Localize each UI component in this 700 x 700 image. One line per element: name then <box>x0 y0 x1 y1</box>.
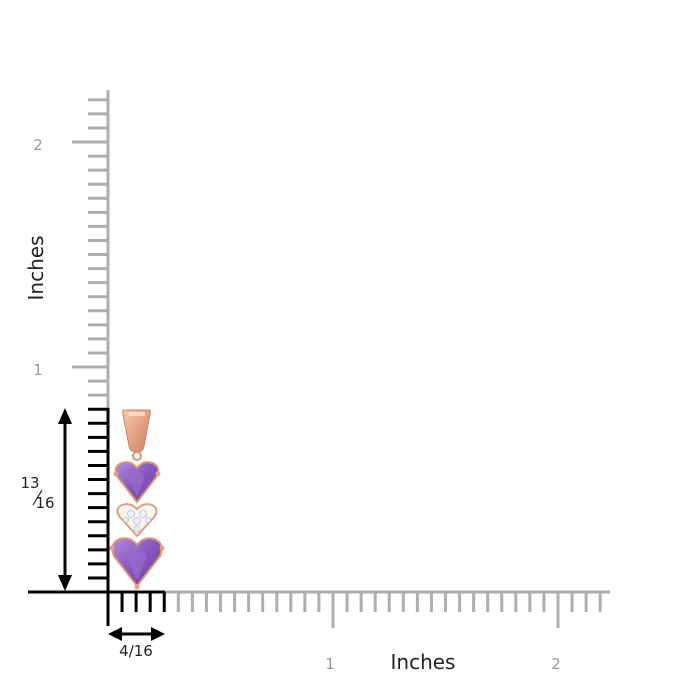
height-denominator: 16 <box>35 494 54 512</box>
height-dimension-arrow <box>58 408 72 591</box>
x-tick-label-1: 1 <box>325 655 335 673</box>
height-fraction-label: 13 16 <box>20 474 54 512</box>
width-dimension-arrow <box>108 627 165 641</box>
bottom-amethyst-heart <box>109 537 165 590</box>
item-ruler-black <box>28 407 166 626</box>
height-numerator: 13 <box>20 474 39 492</box>
arrow-up-icon <box>58 408 72 424</box>
x-tick-label-2: 2 <box>551 655 561 673</box>
pendant-image <box>109 409 165 590</box>
diamond-heart <box>116 503 158 538</box>
x-axis-label: Inches <box>391 650 456 674</box>
fraction-slash <box>32 489 43 506</box>
horizontal-ruler-gray <box>165 590 610 628</box>
top-amethyst-heart <box>113 461 161 504</box>
vertical-ruler-gray <box>72 90 110 408</box>
arrow-right-icon <box>151 627 165 641</box>
vertical-black-ticks <box>88 407 108 580</box>
pendant-bail <box>122 409 151 453</box>
y-axis-label: Inches <box>24 236 48 301</box>
y-tick-label-2: 2 <box>33 136 43 154</box>
horizontal-black-ticks <box>120 592 166 612</box>
width-label: 4/16 <box>119 642 153 660</box>
y-tick-label-1: 1 <box>33 361 43 379</box>
arrow-left-icon <box>108 627 122 641</box>
arrow-down-icon <box>58 575 72 591</box>
